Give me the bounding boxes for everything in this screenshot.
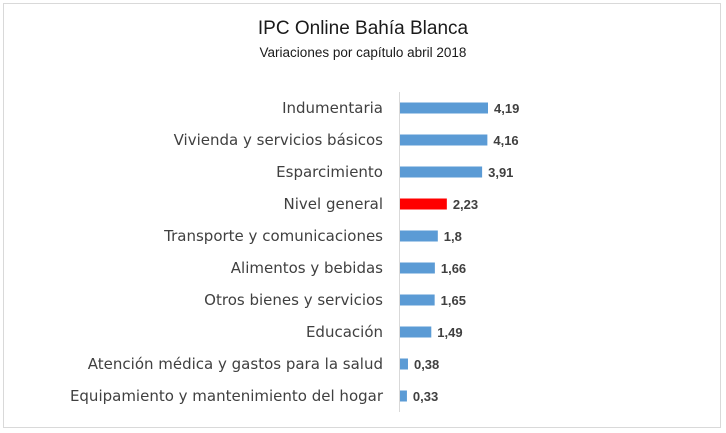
bar: [400, 134, 488, 146]
category-label: Nivel general: [284, 195, 383, 213]
category-label: Equipamiento y mantenimiento del hogar: [70, 387, 384, 405]
value-label: 1,8: [444, 229, 462, 244]
category-label: Alimentos y bebidas: [231, 259, 383, 277]
bar: [400, 166, 483, 178]
value-label: 3,91: [488, 165, 513, 180]
chart-subtitle: Variaciones por capítulo abril 2018: [259, 45, 467, 60]
value-label: 4,19: [494, 101, 519, 116]
category-label: Educación: [306, 323, 383, 341]
bar: [400, 390, 407, 402]
value-label: 4,16: [493, 133, 518, 148]
bar: [400, 326, 432, 338]
category-label: Vivienda y servicios básicos: [174, 131, 384, 149]
value-label: 1,66: [441, 261, 466, 276]
category-label: Transporte y comunicaciones: [163, 227, 383, 245]
value-label: 1,65: [441, 293, 466, 308]
bar: [400, 230, 438, 242]
bar: [400, 262, 435, 274]
bar: [400, 294, 435, 306]
category-label: Indumentaria: [282, 99, 383, 117]
category-label: Otros bienes y servicios: [204, 291, 383, 309]
category-label: Atención médica y gastos para la salud: [88, 355, 383, 373]
value-label: 0,38: [414, 357, 439, 372]
category-label: Esparcimiento: [276, 163, 383, 181]
value-label: 0,33: [413, 389, 438, 404]
bar: [400, 102, 488, 114]
value-label: 2,23: [453, 197, 478, 212]
chart-title: IPC Online Bahía Blanca: [257, 18, 469, 39]
chart-frame: [3, 3, 721, 428]
value-label: 1,49: [437, 325, 462, 340]
bar: [400, 198, 447, 210]
bar: [400, 358, 408, 370]
